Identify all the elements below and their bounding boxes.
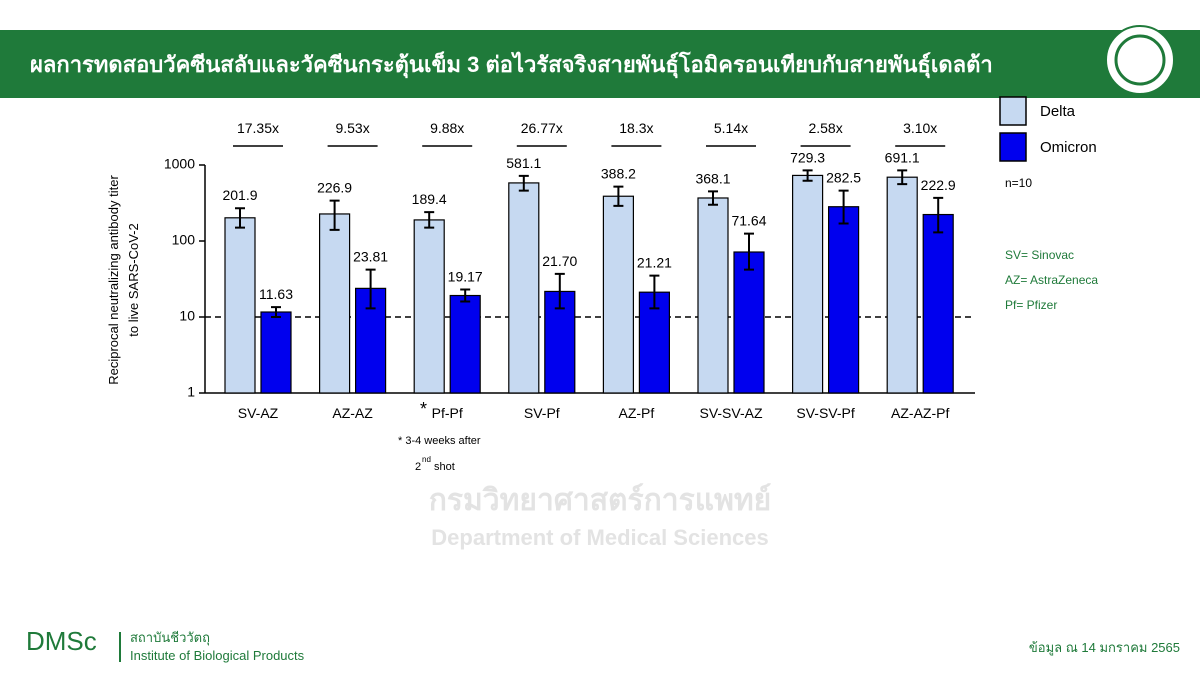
bar [319,213,351,394]
bar [602,195,635,394]
fold-label: 9.53x [335,120,369,136]
fold-label: 26.77x [521,120,563,136]
error-bar [708,190,718,206]
bar [827,206,860,394]
value-label: 71.64 [731,213,766,229]
x-tick-label: Pf-Pf [432,405,463,421]
abbreviation: SV= Sinovac [1005,248,1074,262]
value-label: 691.1 [885,149,920,165]
watermark: กรมวิทยาศาสตร์การแพทย์ [429,483,771,517]
value-label: 23.81 [353,249,388,265]
fold-label: 3.10x [903,120,937,136]
note: 2 [415,461,421,473]
error-bar [838,189,849,225]
legend-label: Delta [1040,103,1076,120]
value-label: 222.9 [921,177,956,193]
error-bar [518,174,529,192]
watermark: Department of Medical Sciences [431,525,768,550]
y-tick-label: 100 [172,232,196,248]
logo-ring [1114,34,1166,86]
abbreviation: AZ= AstraZeneca [1005,273,1098,287]
y-axis-label: to live SARS-CoV-2 [126,223,141,336]
bar [922,213,954,394]
error-bar [649,274,660,310]
fold-label: 17.35x [237,120,279,136]
x-tick-label: SV-SV-Pf [796,405,854,421]
value-label: 729.3 [790,149,825,165]
value-label: 201.9 [222,187,257,203]
bar [697,197,729,394]
footer-institute-en: Institute of Biological Products [130,648,305,663]
bar [886,176,918,394]
value-label: 226.9 [317,180,352,196]
title: ผลการทดสอบวัคซีนสลับและวัคซีนกระตุ้นเข็ม… [30,50,993,79]
value-label: 19.17 [448,269,483,285]
y-axis-label: Reciprocal neutralizing antibody titer [106,175,121,385]
fold-label: 18.3x [619,120,653,136]
legend-label: Omicron [1040,139,1097,156]
y-tick-label: 1000 [164,156,195,172]
x-tick-label: SV-AZ [238,405,279,421]
x-tick-label: AZ-AZ [332,405,373,421]
value-label: 11.63 [259,286,293,302]
y-tick-label: 1 [187,384,195,400]
error-bar [365,268,376,310]
error-bar [424,211,435,229]
note: * 3-4 weeks after [398,435,481,447]
x-tick-label: SV-SV-AZ [699,405,762,421]
abbreviation: Pf= Pfizer [1005,298,1057,312]
bar [733,251,765,394]
bar [449,294,481,394]
y-tick-label: 10 [179,308,195,324]
x-tick-label: AZ-Pf [619,405,655,421]
bar [413,219,445,394]
value-label: 581.1 [506,155,541,171]
error-bar [933,196,944,234]
footer-date: ข้อมูล ณ 14 มกราคม 2565 [1029,640,1180,656]
value-label: 21.70 [542,253,577,269]
footer-institute-th: สถาบันชีววัตถุ [130,630,210,646]
error-bar [744,232,754,271]
value-label: 282.5 [826,170,861,186]
x-tick-label: SV-Pf [524,405,560,421]
fold-label: 9.88x [430,120,464,136]
bar [791,174,824,394]
bar [224,217,256,394]
bar [508,182,540,394]
note: shot [434,461,455,473]
bar [260,311,292,394]
error-bar [554,272,565,310]
x-tick-label: AZ-AZ-Pf [891,405,949,421]
error-bar [802,169,813,182]
legend-swatch [999,132,1027,162]
note-marker: * [420,399,427,419]
value-label: 388.2 [601,166,636,182]
note-sup: nd [422,455,431,464]
footer-brand: DMSc [26,626,97,656]
error-bar [329,199,340,231]
error-bar [897,169,908,186]
legend-swatch [999,96,1027,126]
error-bar [460,288,471,303]
n-label: n=10 [1005,176,1032,190]
value-label: 368.1 [695,170,730,186]
error-bar [271,306,281,318]
error-bar [235,207,245,229]
error-bar [613,185,624,207]
header-band [0,30,1200,98]
fold-label: 5.14x [714,120,748,136]
fold-label: 2.58x [808,120,842,136]
value-label: 21.21 [637,255,672,271]
value-label: 189.4 [412,191,447,207]
